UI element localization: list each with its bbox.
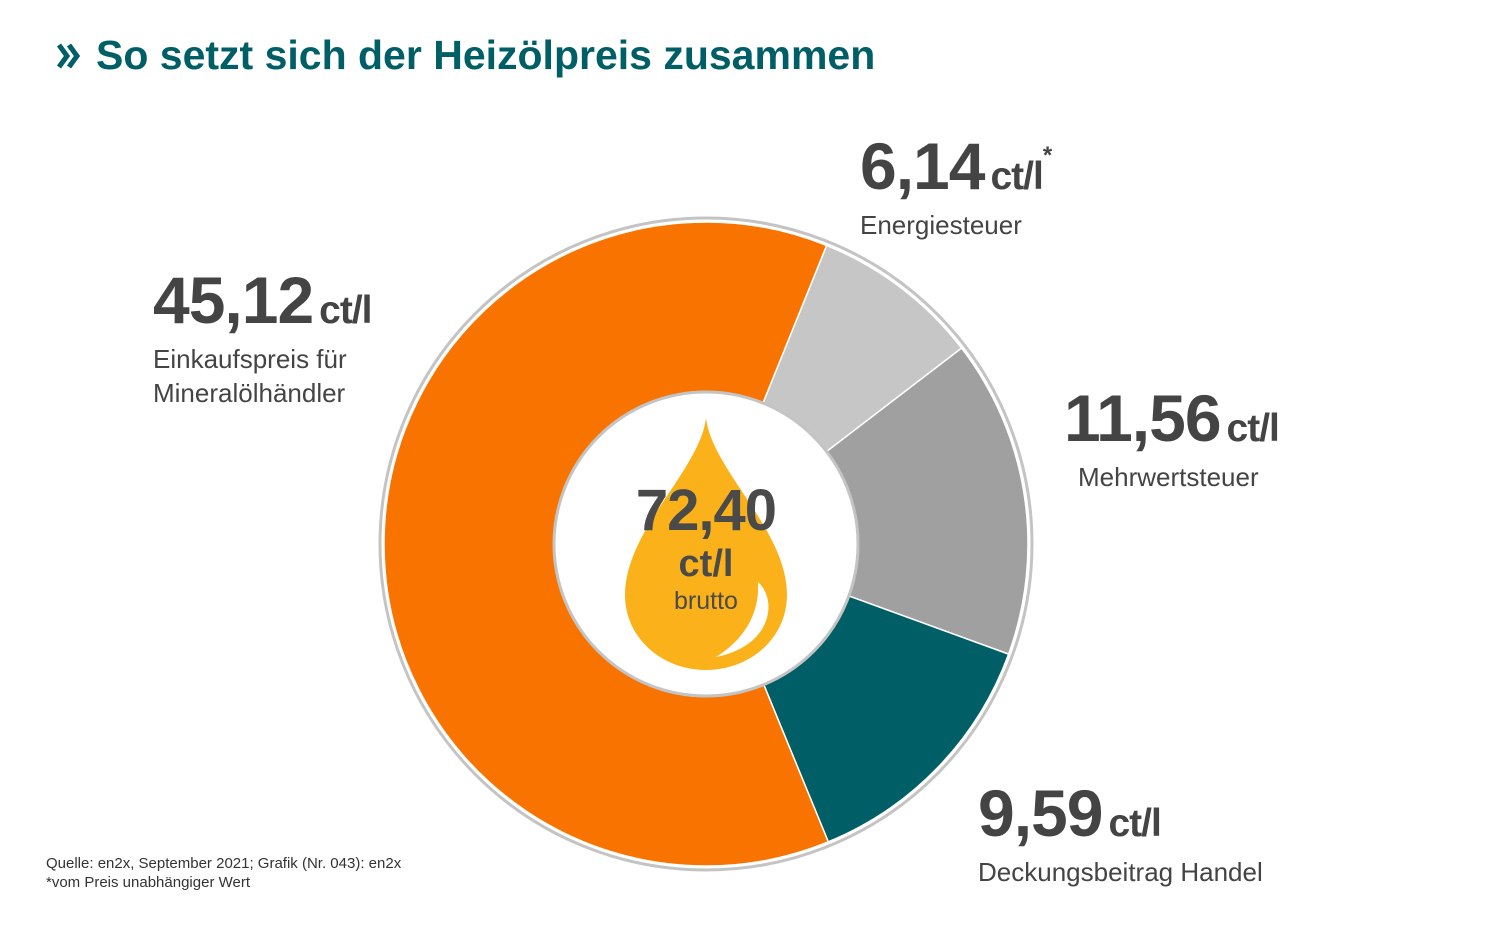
deckungsbeitrag-value: 9,59 [978, 776, 1103, 850]
einkaufspreis-label-line-2: Mineralölhändler [153, 378, 346, 408]
deckungsbeitrag-label: Deckungsbeitrag Handel [978, 857, 1263, 887]
double-chevron-icon [56, 43, 81, 68]
energiesteuer-label: Energiesteuer [860, 210, 1022, 240]
chart-title: So setzt sich der Heizölpreis zusammen [96, 32, 876, 78]
einkaufspreis-label-line-1: Einkaufspreis für [153, 344, 347, 374]
title-block: So setzt sich der Heizölpreis zusammen [56, 32, 875, 79]
center-total: 72,40 ct/l brutto [556, 480, 856, 616]
callout-deckungsbeitrag: 9,59 ct/l Deckungsbeitrag Handel [978, 775, 1263, 889]
footer-notes: Quelle: en2x, September 2021; Grafik (Nr… [46, 854, 401, 892]
total-note: brutto [674, 587, 738, 615]
slice-mehrwertsteuer [704, 347, 1029, 656]
callout-einkaufspreis: 45,12 ct/l Einkaufspreis für Mineralölhän… [153, 262, 373, 410]
total-unit: ct/l [678, 543, 734, 585]
deckungsbeitrag-unit: ct/l [1108, 802, 1161, 845]
energiesteuer-asterisk: * [1042, 142, 1052, 169]
oil-drop-icon [625, 418, 787, 670]
mehrwertsteuer-value: 11,56 [1064, 381, 1222, 455]
einkaufspreis-unit: ct/l [319, 289, 372, 332]
mehrwertsteuer-label: Mehrwertsteuer [1078, 462, 1259, 492]
outer-ring [378, 216, 1034, 872]
energiesteuer-value: 6,14 [860, 129, 985, 203]
asterisk-note: *vom Preis unabhängiger Wert [46, 874, 250, 891]
einkaufspreis-value: 45,12 [153, 263, 314, 337]
mehrwertsteuer-unit: ct/l [1226, 407, 1280, 450]
source-note: Quelle: en2x, September 2021; Grafik (Nr… [46, 855, 402, 872]
callout-mehrwertsteuer: 11,56 ct/l Mehrwertsteuer [1064, 380, 1280, 494]
total-value: 72,40 [635, 478, 777, 543]
callout-energiesteuer: 6,14 ct/l* Energiesteuer [860, 128, 1052, 242]
energiesteuer-unit: ct/l [990, 155, 1043, 198]
